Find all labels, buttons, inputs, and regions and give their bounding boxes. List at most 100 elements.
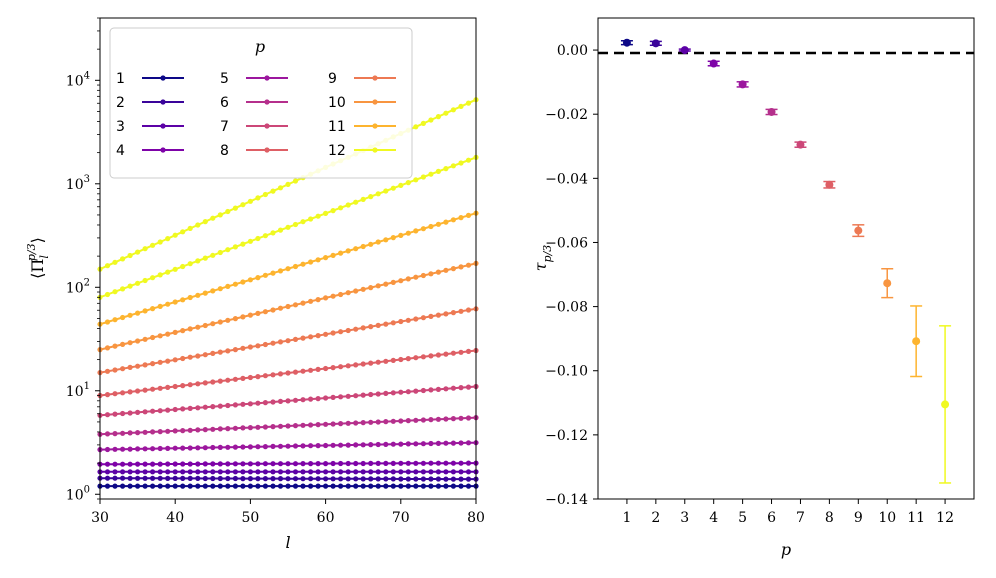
data-point — [262, 400, 268, 406]
data-point — [450, 476, 456, 482]
data-point — [323, 469, 329, 475]
data-point — [247, 425, 253, 431]
y-tick-label: 102 — [66, 277, 90, 296]
data-point — [428, 171, 434, 177]
data-point — [338, 460, 344, 467]
legend-swatch-marker — [264, 147, 270, 153]
data-point — [135, 461, 141, 467]
data-point — [405, 230, 411, 236]
data-point — [180, 406, 186, 412]
data-point — [247, 476, 253, 482]
data-point — [292, 221, 299, 228]
data-point — [405, 469, 411, 475]
legend-entry-p3: 3 — [116, 119, 184, 135]
legend-entry-p5: 5 — [220, 71, 288, 87]
data-point — [338, 250, 344, 256]
left-y-axis: 100101102103104105 — [66, 17, 100, 503]
right-x-axis-label: p — [781, 540, 791, 559]
legend-swatch-marker — [160, 99, 166, 105]
data-point — [135, 469, 141, 475]
data-point — [150, 386, 156, 392]
data-point — [345, 476, 351, 482]
data-point — [104, 469, 111, 475]
legend-swatch-marker — [264, 123, 270, 129]
data-point — [210, 215, 216, 221]
data-point — [353, 420, 359, 426]
data-point — [142, 446, 148, 452]
data-point — [428, 313, 434, 319]
data-point — [225, 469, 231, 475]
data-point — [330, 252, 336, 258]
data-point — [405, 418, 411, 424]
point-group-p5 — [736, 80, 749, 89]
data-point — [127, 446, 133, 452]
data-point — [217, 349, 223, 355]
data-point — [112, 343, 118, 349]
data-point — [398, 389, 404, 395]
data-point — [240, 444, 246, 450]
data-point — [172, 428, 178, 434]
data-point — [270, 443, 276, 449]
data-point — [285, 461, 291, 467]
data-point — [292, 443, 299, 449]
data-point — [270, 307, 276, 313]
data-point — [330, 208, 336, 214]
data-point — [300, 335, 306, 341]
data-point — [255, 469, 261, 475]
data-point — [651, 39, 660, 48]
data-point — [210, 444, 216, 451]
data-point — [420, 441, 426, 447]
data-point — [187, 475, 193, 481]
data-point — [232, 425, 238, 431]
data-point — [450, 416, 456, 422]
data-point — [308, 443, 314, 449]
data-point — [217, 403, 223, 409]
data-point — [709, 59, 718, 68]
data-point — [247, 401, 253, 407]
data-point — [127, 364, 133, 370]
data-point — [172, 232, 178, 238]
data-point — [285, 469, 291, 475]
data-point — [150, 408, 156, 414]
data-point — [450, 107, 456, 113]
data-point — [308, 461, 314, 467]
x-tick-label: 5 — [738, 510, 747, 526]
legend-swatch-marker — [372, 99, 378, 105]
data-point — [390, 235, 396, 241]
data-point — [413, 228, 419, 234]
data-point — [383, 476, 389, 482]
data-point — [308, 396, 314, 402]
data-point — [315, 333, 321, 339]
data-point — [202, 483, 208, 489]
point-group-p4 — [707, 59, 720, 68]
data-point — [323, 365, 329, 372]
data-point — [398, 441, 404, 447]
data-point — [420, 417, 426, 423]
legend-swatch-marker — [372, 123, 378, 129]
data-point — [360, 483, 366, 489]
data-point — [292, 423, 299, 429]
data-point — [285, 303, 291, 310]
data-point — [120, 341, 126, 347]
data-point — [398, 460, 404, 466]
data-point — [375, 469, 381, 475]
data-point — [225, 426, 231, 432]
data-point — [345, 327, 351, 334]
data-point — [375, 239, 381, 245]
data-point — [368, 442, 374, 448]
data-point — [210, 252, 216, 258]
data-point — [405, 476, 411, 482]
data-point — [458, 460, 464, 466]
data-point — [157, 461, 163, 467]
data-point — [127, 483, 133, 489]
data-point — [135, 363, 141, 369]
y-tick-label: −0.06 — [545, 235, 588, 251]
data-point — [413, 177, 419, 183]
data-point — [353, 246, 359, 252]
data-point — [428, 476, 434, 482]
series-p3-2 — [97, 469, 479, 475]
data-point — [277, 461, 284, 467]
x-tick-label: 10 — [878, 510, 896, 526]
data-point — [240, 202, 246, 208]
data-point — [127, 430, 133, 436]
